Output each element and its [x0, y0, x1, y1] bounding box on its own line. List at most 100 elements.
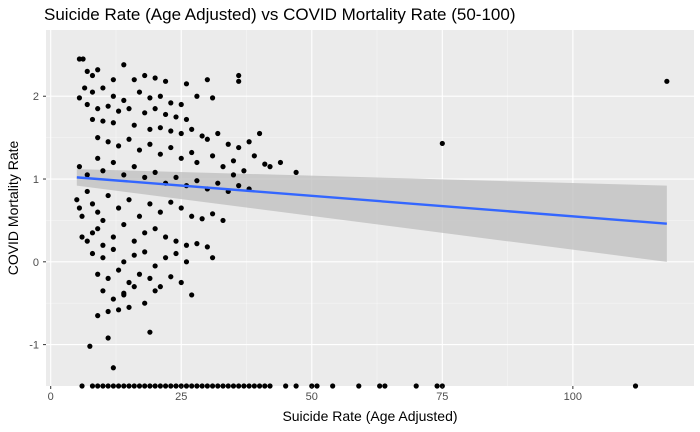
data-point [236, 183, 242, 189]
data-point [162, 234, 169, 240]
data-point [87, 343, 93, 349]
data-point [162, 111, 169, 118]
data-point [131, 383, 137, 389]
data-point [262, 383, 268, 389]
data-point [105, 308, 111, 315]
data-point [225, 383, 231, 389]
data-point [183, 81, 190, 87]
data-point [100, 383, 106, 389]
data-point [95, 106, 101, 112]
data-point [189, 383, 195, 389]
data-point [100, 255, 106, 261]
data-point [121, 172, 127, 178]
y-tick-label: -1 [29, 340, 39, 352]
data-point [79, 213, 85, 219]
data-point [204, 77, 210, 83]
data-point [262, 161, 268, 167]
data-point [76, 56, 83, 62]
data-points [74, 56, 670, 389]
data-point [74, 197, 80, 203]
data-point [225, 141, 231, 147]
data-point [95, 155, 101, 161]
data-point [178, 205, 184, 211]
data-point [204, 136, 210, 142]
data-point [147, 275, 153, 281]
confidence-band-area [76, 169, 667, 262]
data-point [89, 116, 96, 123]
data-point [246, 139, 252, 145]
data-point [236, 72, 242, 79]
data-point [115, 108, 122, 114]
data-point [199, 216, 205, 222]
data-point [189, 213, 195, 219]
data-point [126, 383, 132, 389]
data-point [230, 158, 237, 164]
data-point [105, 192, 111, 199]
data-point [142, 72, 148, 79]
data-point [110, 296, 116, 302]
data-point [76, 164, 83, 170]
data-point [256, 383, 263, 389]
data-point [209, 255, 216, 261]
data-point [209, 211, 216, 217]
data-point [178, 279, 184, 286]
x-axis-label: Suicide Rate (Age Adjusted) [282, 408, 457, 424]
data-point [95, 67, 101, 73]
data-point [246, 383, 252, 389]
data-point [157, 151, 163, 157]
x-axis: 0 25 50 75 100 [48, 386, 582, 403]
data-point [142, 174, 148, 180]
data-point [173, 250, 179, 257]
data-point [251, 383, 257, 389]
data-point [382, 383, 388, 389]
data-point [178, 130, 184, 137]
data-point [330, 383, 336, 389]
data-point [377, 383, 383, 389]
data-point [131, 164, 137, 170]
data-point [79, 234, 85, 240]
data-point [152, 106, 158, 112]
chart-title: Suicide Rate (Age Adjusted) vs COVID Mor… [44, 5, 515, 24]
data-point [110, 246, 116, 252]
data-point [136, 213, 143, 219]
data-point [147, 141, 153, 147]
data-point [157, 125, 163, 131]
data-point [267, 164, 273, 170]
x-tick-label: 0 [48, 391, 54, 403]
data-point [236, 383, 242, 389]
data-point [220, 217, 226, 224]
data-point [194, 178, 200, 184]
data-point [89, 250, 96, 257]
data-point [110, 383, 116, 389]
data-point [95, 313, 101, 319]
data-point [215, 180, 221, 186]
data-point [173, 238, 179, 244]
trend-line-group [76, 176, 667, 225]
data-point [131, 122, 137, 128]
data-point [241, 383, 247, 389]
data-point [95, 209, 101, 215]
data-point [89, 383, 96, 389]
data-point [110, 93, 116, 99]
data-point [173, 114, 179, 120]
data-point [152, 383, 158, 389]
data-point [110, 120, 116, 126]
data-point [178, 101, 184, 108]
data-point [121, 290, 127, 296]
data-point [236, 78, 242, 84]
data-point [168, 100, 174, 106]
data-point [183, 383, 190, 389]
data-point [121, 221, 127, 228]
data-point [95, 383, 101, 389]
data-point [293, 169, 299, 175]
data-point [110, 159, 116, 166]
data-point [173, 174, 179, 180]
data-point [199, 383, 205, 389]
data-point [105, 383, 111, 389]
y-tick-label: 2 [33, 91, 39, 103]
data-point [162, 383, 169, 389]
data-point [121, 383, 127, 389]
data-point [220, 383, 226, 389]
data-point [194, 241, 200, 247]
data-point [209, 95, 216, 101]
